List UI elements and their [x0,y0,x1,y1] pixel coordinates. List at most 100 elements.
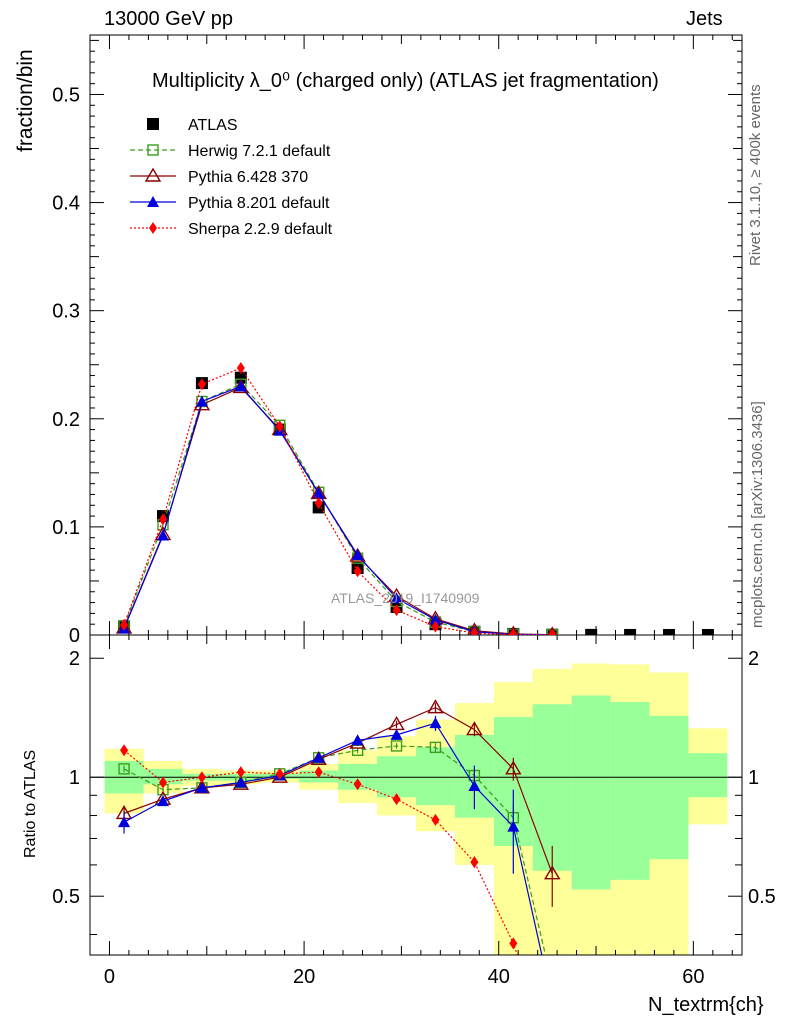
main-frame [89,34,743,636]
x-tick-label-1: 20 [293,966,315,988]
band-green-8 [416,747,455,806]
main-point-3-2 [195,395,208,407]
ratio-point-1-10 [505,760,522,775]
main-point-3-3 [234,380,247,392]
main-point-4-2 [197,378,206,391]
main-point-3-1 [156,529,169,541]
ratio-y-tick-label-left-0: 0.5 [52,886,80,908]
legend-marker-1 [147,144,159,156]
ratio-y-tick-label-left-2: 2 [69,648,80,670]
ratio-point-3-5 [314,766,323,779]
tick-labels: 0 20 40 60 0 0.1 0.2 0.3 0.4 0.5 0.5 0.5 1 1 2 2 [52,84,776,988]
main-y-tick-label-2: 0.2 [52,409,80,431]
ratio-point-0-0 [118,763,130,775]
legend-marker-4 [149,222,157,234]
x-tick-label-2: 40 [488,966,510,988]
main-series [115,361,714,635]
main-y-tick-label-5: 0.5 [52,84,80,106]
main-point-0-13 [624,628,637,635]
ratio-line-2 [123,722,543,955]
ratio-point-2-0 [118,816,131,828]
ratio-point-0-7 [390,740,403,752]
ratio-line-0 [123,745,547,955]
legend-marker-0 [147,118,159,130]
ratio-point-2-7 [390,728,403,740]
main-point-4-11 [548,628,557,635]
main-point-2-3 [232,379,250,394]
main-point-4-6 [353,565,362,578]
main-point-4-9 [470,627,479,635]
ratio-series [115,699,561,955]
ratio-point-3-0 [120,744,129,757]
main-point-4-3 [236,361,245,374]
legend-label-0: ATLAS [188,117,238,134]
main-point-3-5 [312,487,325,499]
x-tick-label-3: 60 [682,966,704,988]
ratio-point-2-9 [468,780,481,792]
main-point-2-9 [466,622,482,635]
main-point-4-10 [509,628,518,635]
main-y-tick-label-4: 0.4 [52,193,80,215]
ratio-line-3 [123,749,519,955]
main-point-4-1 [158,513,167,526]
ratio-y-tick-label-right-2: 2 [748,648,759,670]
ratio-point-2-6 [351,734,364,746]
ratio-point-1-11 [544,865,561,880]
main-point-0-15 [701,628,714,635]
legend-label-1: Herwig 7.2.1 default [188,143,331,160]
main-point-4-5 [314,497,323,510]
ratio-y-tick-label-right-0: 0.5 [748,886,776,908]
legend-marker-3 [147,196,159,207]
legend: ATLAS Herwig 7.2.1 default Pythia 6.428 37… [130,117,333,238]
main-point-0-3 [234,371,247,384]
main-line-3 [123,385,553,635]
main-point-2-6 [349,547,366,562]
x-tick-label-0: 0 [104,966,115,988]
ratio-point-3-7 [392,793,401,806]
main-y-axis-label: fraction/bin [14,49,37,152]
ratio-point-2-3 [234,776,247,788]
side-note-rivet: Rivet 3.1.10, ≥ 400k events [747,84,764,266]
watermark: ATLAS_2019_I1740909 [331,590,480,606]
ratio-point-2-5 [312,751,325,763]
main-point-4-4 [275,420,284,433]
band-green-11 [532,704,572,871]
band-green-15 [688,753,728,798]
ratio-point-3-3 [236,766,245,779]
main-point-4-8 [431,620,440,633]
header-right: Jets [686,8,723,30]
ratio-point-3-10 [509,937,518,950]
side-note-mcplots: mcplots.cern.ch [arXiv:1306.3436] [749,401,766,628]
main-point-4-0 [120,618,129,631]
ratio-point-3-4 [275,767,284,780]
header-left: 13000 GeV pp [104,8,233,30]
main-point-2-10 [507,625,519,635]
ratio-y-tick-label-right-1: 1 [748,767,759,789]
main-y-tick-label-0: 0 [69,625,80,647]
main-axes [89,34,743,636]
x-axis-label: N_textrm{ch} [648,994,764,1016]
main-point-4-7 [392,604,401,617]
ratio-uncertainty-bands [104,663,728,955]
ratio-point-3-8 [431,813,440,826]
ratio-point-2-1 [156,795,169,807]
ratio-point-3-1 [158,776,167,789]
main-point-3-6 [351,549,364,560]
ratio-point-3-9 [470,856,479,869]
ratio-point-2-10 [507,820,520,832]
plot-title: Multiplicity λ_0⁰ (charged only) (ATLAS … [152,70,659,92]
ratio-point-0-8 [429,741,442,754]
main-point-3-8 [429,613,442,625]
main-point-0-12 [585,628,598,635]
ratio-axes [89,634,743,956]
ratio-point-1-8 [427,699,444,714]
band-green-13 [610,701,650,880]
band-green-14 [649,715,689,860]
main-point-2-11 [547,626,558,635]
main-y-tick-label-3: 0.3 [52,301,80,323]
main-line-4 [123,367,553,635]
main-y-tick-label-1: 0.1 [52,517,80,539]
ratio-point-3-2 [197,771,206,784]
ratio-point-3-6 [353,778,362,791]
